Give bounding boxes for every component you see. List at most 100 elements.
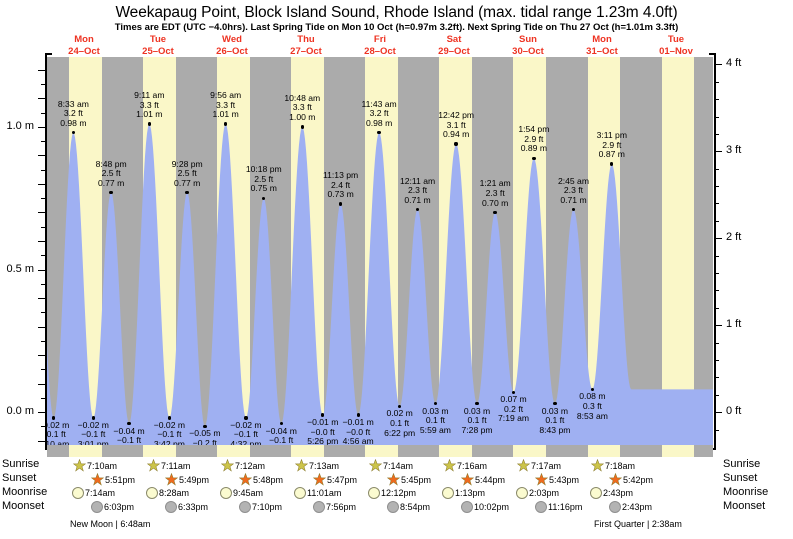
- y-tick-left: [38, 241, 45, 242]
- almanac-band: [175, 445, 195, 457]
- low-tide-ft: 0.1 ft: [390, 418, 410, 429]
- high-tide-m: 0.94 m: [443, 129, 470, 140]
- y-axis-right: [714, 53, 716, 449]
- low-tide-label: 0.03 m 0.1 ft 8:43 pm: [513, 406, 597, 436]
- high-tide-ft: 2.3 ft: [407, 185, 428, 196]
- low-tide-ft: −0.1 ft: [233, 429, 259, 440]
- star-icon: [239, 473, 252, 486]
- high-tide-m: 0.89 m: [520, 143, 547, 154]
- moonrise-time: 8:28am: [159, 488, 190, 498]
- y-tick-right: [715, 168, 719, 170]
- y-tick-right: [715, 325, 722, 327]
- moonrise-time: 1:13pm: [455, 488, 486, 498]
- low-tide-label: 0.07 m 0.2 ft 7:19 am: [472, 395, 556, 424]
- moonrise-icon: [146, 487, 158, 499]
- moonset-icon: [461, 501, 473, 513]
- almanac-band: [545, 445, 565, 457]
- day-of-week: Mon: [592, 34, 612, 45]
- high-tide-time: 8:33 am: [57, 98, 89, 109]
- y-tick-right: [715, 99, 719, 101]
- sunrise-time: 7:18am: [605, 460, 636, 471]
- high-tide-m: 0.87 m: [598, 149, 625, 160]
- sunset-time: 5:47pm: [327, 474, 358, 485]
- star-icon: [609, 473, 622, 486]
- low-tide-dot: [91, 416, 95, 420]
- high-tide-ft: 2.5 ft: [177, 168, 197, 179]
- low-tide-m: −0.05 m: [189, 428, 221, 439]
- high-tide-dot: [415, 207, 420, 212]
- almanac-row-label-left-1: Sunset: [2, 472, 37, 484]
- moonrise-time: 12:12pm: [381, 488, 417, 498]
- almanac-sunset-cell: 5:48pm: [239, 473, 283, 486]
- day-date: 30–Oct: [512, 45, 544, 57]
- moonset-icon: [387, 501, 399, 513]
- y-axis-label-left: 1.0 m: [6, 119, 34, 132]
- almanac-band: [102, 445, 121, 457]
- y-tick-left: [38, 269, 45, 271]
- high-tide-time: 1:21 am: [479, 178, 511, 189]
- y-axis-label-right: 1 ft: [726, 318, 742, 331]
- y-tick-left: [38, 126, 45, 128]
- day-of-week: Sat: [446, 34, 462, 45]
- almanac-moonrise-cell: 1:13pm: [442, 487, 485, 499]
- low-tide-m: 0.08 m: [579, 391, 606, 402]
- y-tick-left: [38, 98, 45, 100]
- y-tick-left: [41, 369, 45, 371]
- almanac-row-label-right-1: Sunset: [723, 472, 758, 484]
- high-tide-dot: [147, 122, 151, 126]
- sunset-time: 5:48pm: [253, 474, 284, 485]
- almanac-sunrise-cell: 7:13am: [295, 459, 339, 472]
- low-tide-m: −0.01 m: [342, 417, 374, 428]
- low-tide-ft: 0.3 ft: [582, 400, 602, 411]
- y-tick-left: [41, 255, 45, 257]
- y-tick-right: [715, 220, 719, 222]
- low-tide-time: 2:10 am: [47, 439, 70, 445]
- moon-phase-note: New Moon | 6:48am: [70, 519, 151, 529]
- almanac-moonset-cell: 10:02pm: [461, 501, 509, 513]
- almanac-band: [693, 445, 713, 457]
- y-tick-left: [38, 326, 45, 328]
- low-tide-m: 0.03 m: [463, 405, 491, 416]
- high-tide-dot: [454, 142, 458, 146]
- low-tide-ft: 0.1 ft: [545, 415, 565, 426]
- almanac-moonset-cell: 8:54pm: [387, 501, 430, 513]
- high-tide-label: 11:13 pm 2.4 ft 0.73 m: [299, 170, 383, 200]
- low-tide-ft: −0.0 ft: [310, 426, 335, 437]
- star-icon: [443, 459, 456, 472]
- high-tide-label: 10:18 pm 2.5 ft 0.75 m: [222, 165, 306, 194]
- low-tide-ft: −0.1 ft: [47, 429, 66, 440]
- low-tide-ft: −0.1 ft: [81, 429, 106, 440]
- low-tide-dot: [511, 390, 516, 394]
- high-tide-time: 2:45 am: [557, 175, 589, 186]
- almanac-sunset-cell: 5:47pm: [313, 473, 357, 486]
- night-band: [693, 57, 713, 445]
- low-tide-time: 3:42 pm: [153, 439, 185, 445]
- moonset-time: 8:54pm: [400, 502, 431, 512]
- low-tide-m: −0.02 m: [230, 419, 262, 430]
- low-tide-dot: [127, 421, 131, 426]
- almanac-moonrise-cell: 2:43pm: [590, 487, 633, 499]
- low-tide-label: 0.08 m 0.3 ft 8:53 am: [550, 392, 634, 421]
- almanac-row-label-left-0: Sunrise: [2, 458, 40, 470]
- low-tide-time: 7:28 pm: [461, 424, 493, 435]
- high-tide-time: 3:11 pm: [596, 129, 627, 140]
- low-tide-ft: 0.1 ft: [467, 415, 487, 426]
- low-tide-label: −0.02 m −0.1 ft 3:01 pm: [51, 420, 135, 445]
- almanac-moonset-cell: 6:33pm: [165, 501, 208, 513]
- y-tick-left: [41, 312, 45, 314]
- high-tide-dot: [223, 122, 228, 126]
- high-tide-ft: 2.9 ft: [524, 133, 544, 144]
- low-tide-time: 5:26 pm: [307, 436, 339, 445]
- high-tide-ft: 3.2 ft: [369, 108, 389, 119]
- y-tick-right: [715, 203, 719, 205]
- high-tide-label: 12:42 pm 3.1 ft 0.94 m: [414, 110, 498, 140]
- low-tide-m: 0.03 m: [422, 405, 449, 416]
- night-band: [269, 57, 292, 445]
- high-tide-time: 10:18 pm: [245, 164, 282, 175]
- high-tide-dot: [71, 130, 76, 135]
- low-tide-dot: [475, 401, 479, 406]
- low-tide-dot: [167, 416, 172, 420]
- almanac-row-label-right-3: Moonset: [723, 500, 766, 512]
- almanac-moonrise-cell: 11:01am: [294, 487, 341, 499]
- low-tide-m: −0.04 m: [265, 425, 297, 436]
